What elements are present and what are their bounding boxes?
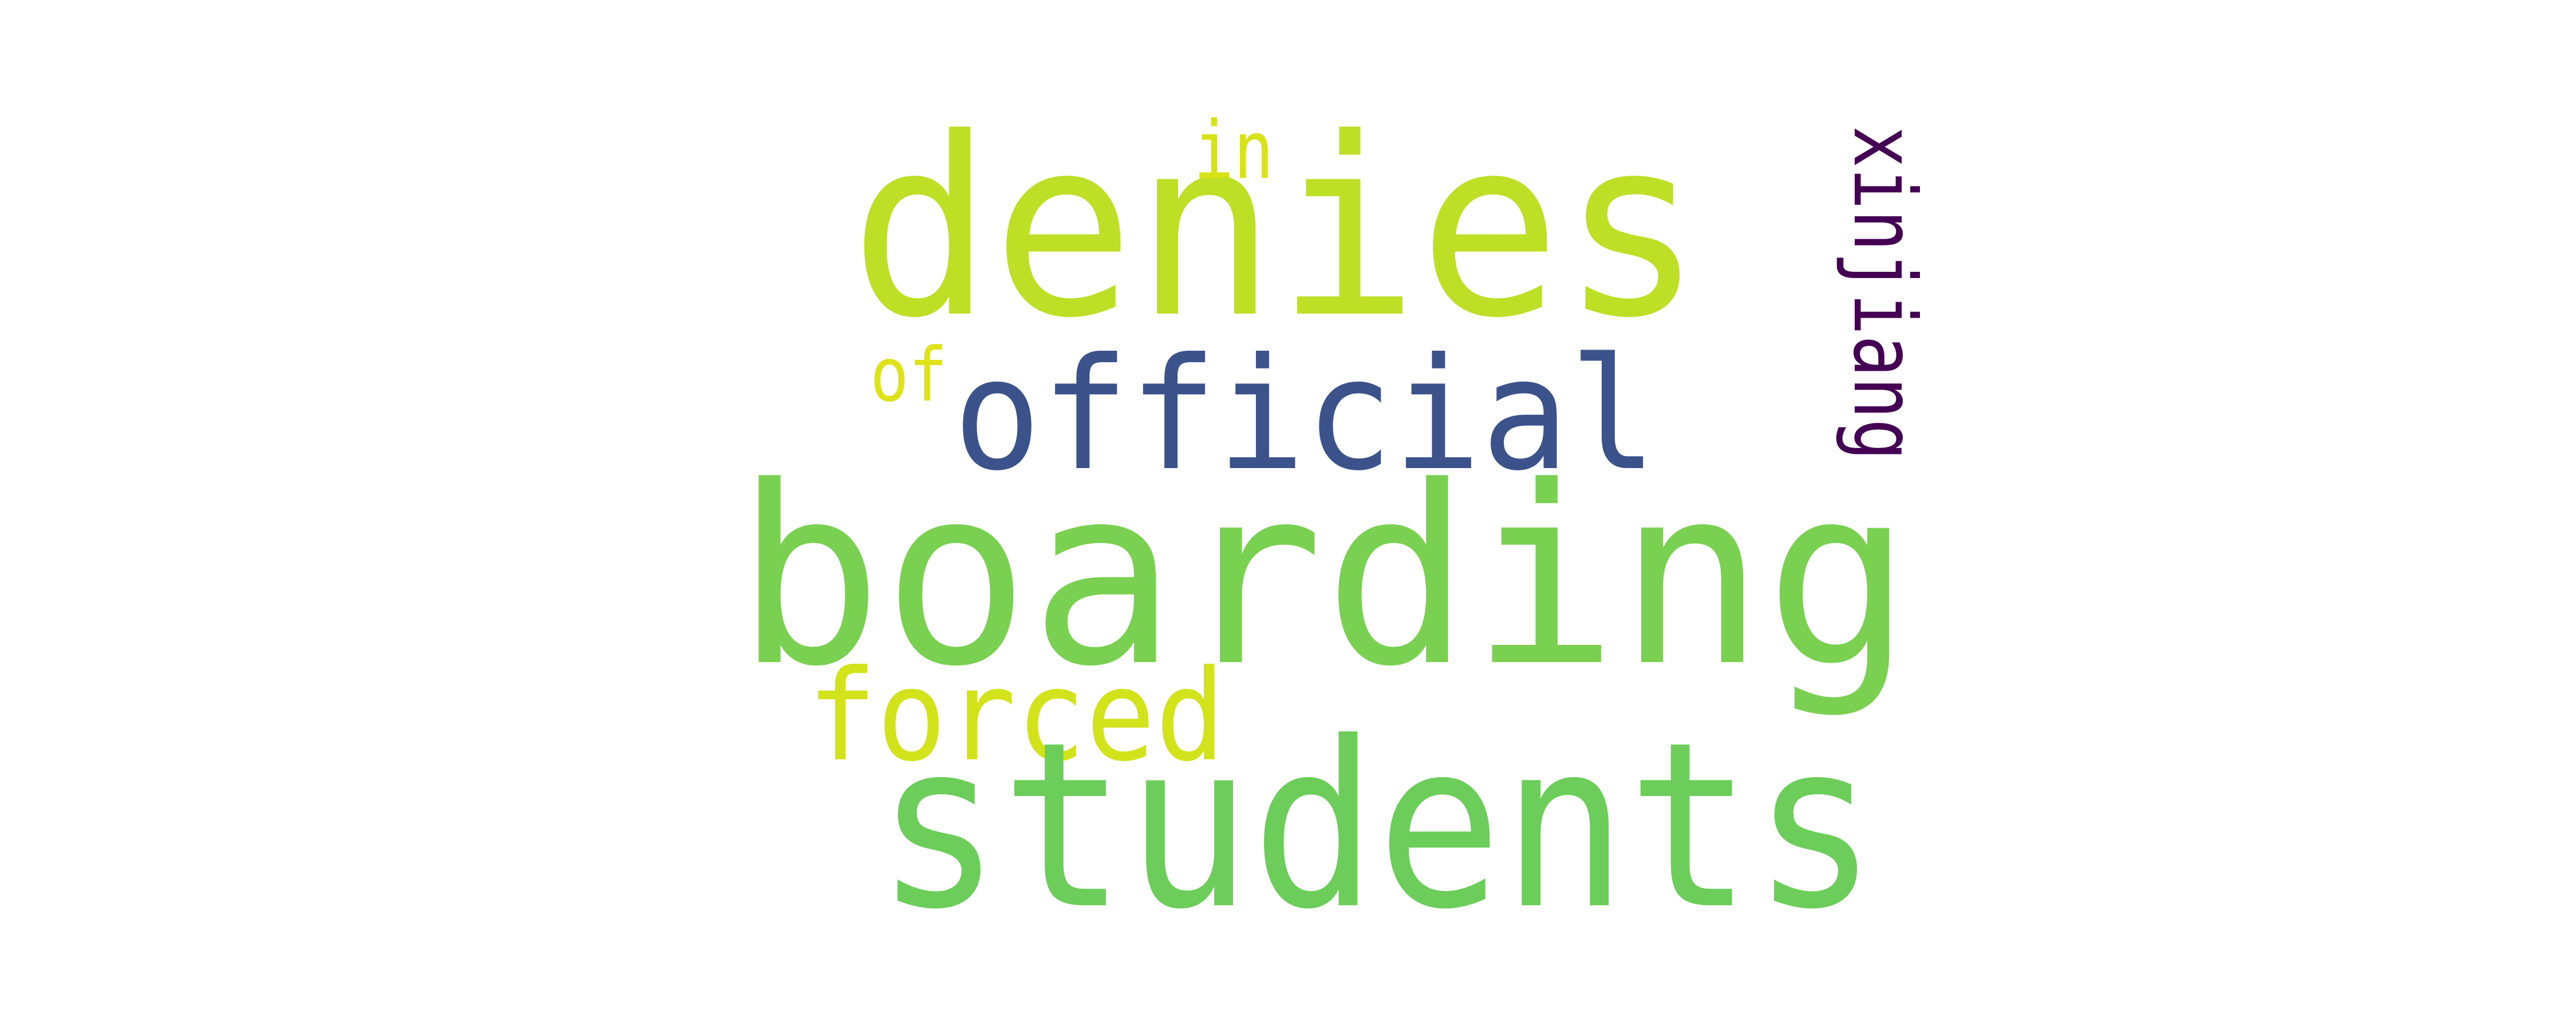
word-students: students bbox=[876, 694, 1878, 960]
word-forced: forced bbox=[807, 643, 1225, 789]
word-official: official bbox=[953, 324, 1657, 505]
word-boarding: boarding bbox=[736, 434, 1912, 720]
word-of: of bbox=[870, 331, 947, 418]
word-xinjiang-group: xinjiang bbox=[1834, 126, 1934, 461]
word-in: in bbox=[1194, 104, 1274, 197]
word-denies: denies bbox=[850, 86, 1703, 372]
word-xinjiang: xinjiang bbox=[1834, 126, 1934, 461]
